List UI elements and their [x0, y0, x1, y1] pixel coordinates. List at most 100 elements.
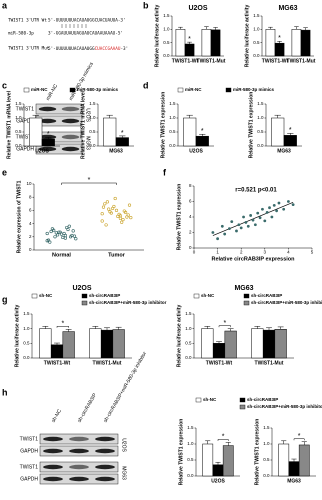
y-tick-label: 4: [189, 214, 192, 219]
y-tick-label: 0.0: [169, 143, 176, 148]
x-tick-label: 3: [264, 250, 267, 255]
y-tick-label: 2: [29, 234, 32, 239]
y-tick-label: 0.5: [187, 457, 194, 462]
blot-band: [61, 118, 80, 124]
sequence-part: 5'-UUUUUUUACAUAUGG: [48, 46, 95, 52]
y-tick-label: 1.5: [257, 101, 264, 106]
bar: [291, 29, 302, 57]
blot-band: [43, 448, 63, 454]
blot-band: [69, 476, 89, 482]
y-tick-label: 0.0: [15, 143, 22, 148]
y-tick-label: 1.5: [185, 311, 192, 316]
significance: *: [298, 433, 301, 440]
point: [258, 216, 262, 220]
legend-label: miR-NC: [31, 87, 48, 92]
bar: [103, 117, 117, 147]
point: [270, 215, 274, 219]
blot-band: [61, 146, 80, 152]
y-tick-label: 1.5: [253, 13, 260, 18]
y-axis-label: Relative TWIST1 expression: [254, 419, 260, 486]
y-tick-label: 10: [26, 181, 32, 186]
y-tick-label: 1.0: [163, 27, 170, 32]
point: [114, 208, 119, 212]
chart-title: MG63: [234, 285, 253, 292]
bar: [112, 329, 125, 359]
x-tick-label: TWIST1-Mut: [197, 58, 226, 64]
bar: [50, 344, 64, 359]
point: [113, 196, 117, 201]
point: [237, 223, 241, 227]
point: [66, 227, 70, 232]
x-tick-label: MG63: [277, 148, 291, 154]
y-tick-label: 1.5: [187, 425, 194, 430]
y-tick-label: 2: [189, 230, 192, 235]
significance: *: [61, 321, 64, 328]
y-tick-label: 0.0: [253, 53, 260, 58]
blot-column-label: sh-circRAB3IP: [77, 392, 99, 424]
blot-band: [43, 476, 63, 482]
point: [118, 216, 122, 220]
significance: *: [188, 36, 191, 43]
y-axis-label: Relative TWIST1 mRNA level: [80, 90, 86, 159]
y-axis-label: Relative expression of TWIST1: [16, 180, 22, 253]
point: [263, 219, 267, 223]
x-tick-label: U2OS: [211, 478, 225, 484]
legend-swatch: [243, 300, 250, 306]
significance: *: [278, 35, 281, 42]
y-axis-label: Relative TWIST1 mRNA level: [6, 90, 12, 159]
significance: *: [201, 128, 204, 135]
point: [230, 220, 234, 224]
x-tick-label: TWIST1-Mut: [287, 58, 316, 64]
blot-group-label: MG63: [85, 136, 91, 150]
blot-band: [43, 436, 63, 442]
bar: [115, 137, 129, 147]
y-tick-label: 1.5: [163, 13, 170, 18]
bar: [265, 29, 276, 57]
bar: [29, 117, 43, 147]
point: [71, 229, 75, 233]
point: [57, 230, 61, 234]
blot-group-label: MG63: [121, 466, 127, 480]
blot-row-label: TWIST1: [16, 134, 35, 140]
blot-band: [38, 134, 57, 140]
point: [220, 224, 224, 228]
bar: [89, 328, 102, 359]
y-tick-label: 1.0: [23, 326, 30, 331]
y-tick-label: 1.0: [89, 115, 96, 120]
bar: [39, 328, 52, 359]
legend-label: sh-circRAB3IP: [89, 293, 120, 298]
y-axis-label: Relative luciferase activity: [176, 305, 182, 368]
x-tick-label: U2OS: [189, 148, 203, 154]
point: [251, 218, 255, 222]
point: [72, 234, 77, 238]
y-tick-label: 8: [29, 194, 32, 199]
point: [275, 209, 278, 213]
blot-row-label: GAPDH: [16, 146, 34, 152]
y-tick-label: 0.0: [23, 355, 30, 360]
point: [235, 229, 238, 233]
y-tick-label: 0.5: [169, 129, 176, 134]
y-tick-label: 1.0: [253, 27, 260, 32]
point: [253, 223, 257, 227]
bar: [202, 443, 214, 477]
y-tick-label: 1.0: [257, 115, 264, 120]
point: [118, 214, 122, 218]
point: [50, 227, 55, 231]
blot-lane: [35, 143, 83, 155]
legend-swatch: [225, 87, 232, 93]
x-tick-label: U2OS: [35, 148, 49, 154]
blot-band: [95, 476, 115, 482]
blot-band: [95, 436, 115, 442]
bar: [274, 329, 287, 359]
significance: *: [223, 320, 226, 327]
legend-label: sh-circRAB3IP: [251, 293, 282, 298]
x-tick-label: TWIST1-Wt: [262, 58, 289, 64]
pairing-lines: [61, 24, 87, 28]
y-tick-label: 0: [29, 247, 32, 252]
point: [101, 205, 106, 209]
bar: [212, 464, 224, 477]
y-tick-label: 4: [29, 221, 32, 226]
blot-row-label: GAPDH: [16, 118, 34, 124]
point: [61, 235, 65, 240]
bar: [251, 328, 264, 359]
